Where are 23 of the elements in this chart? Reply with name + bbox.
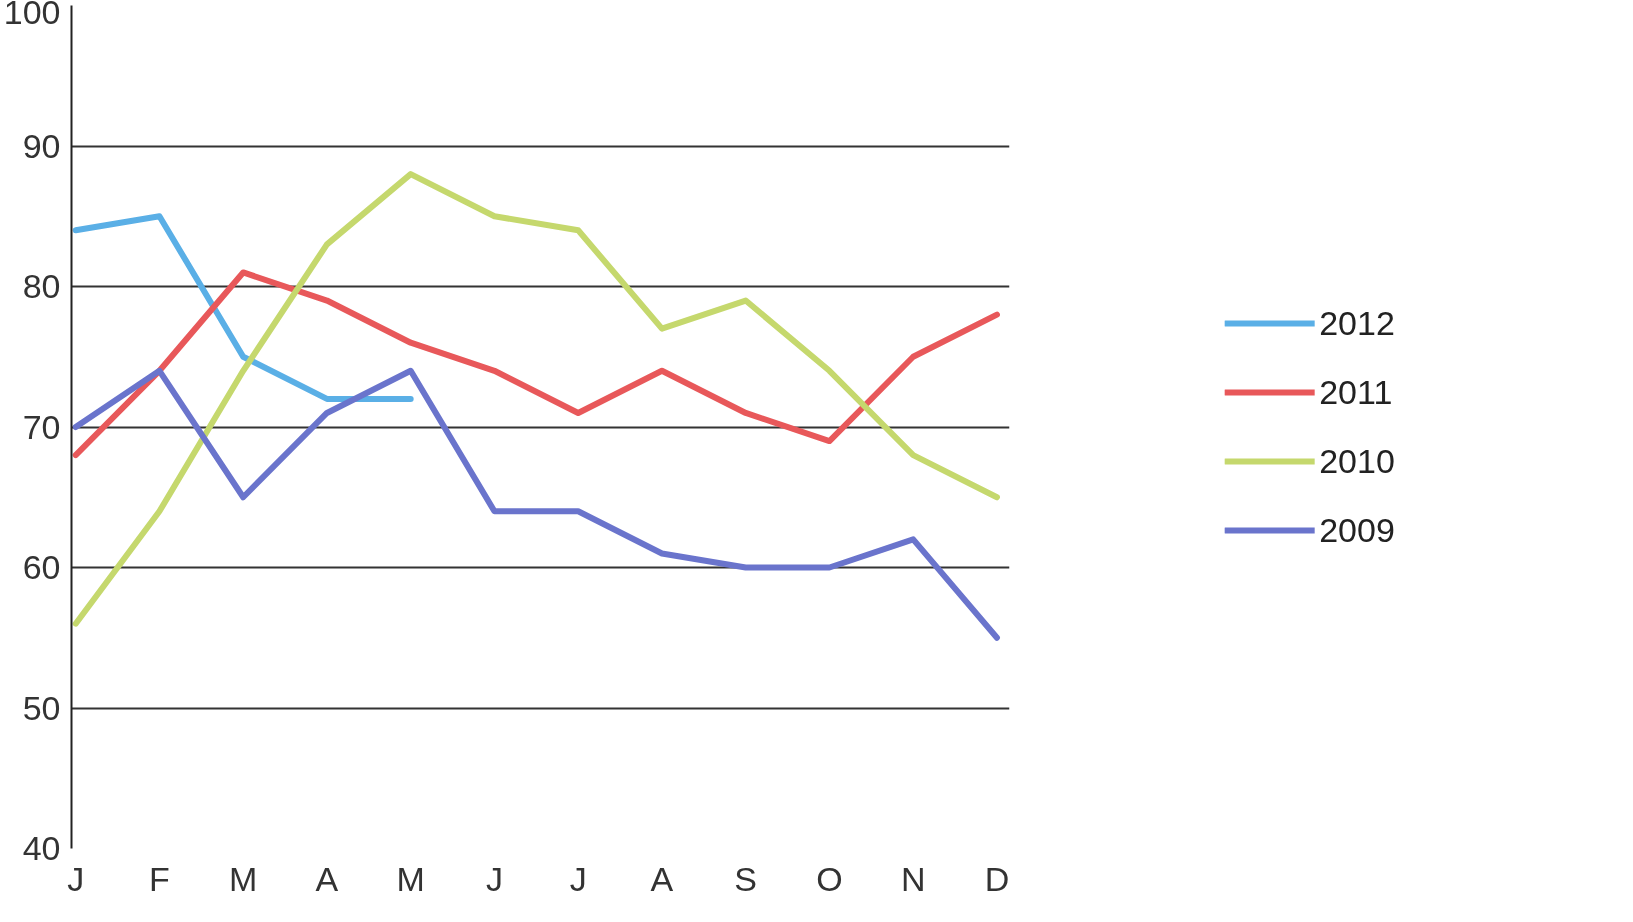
x-tick-label: M: [229, 859, 258, 898]
x-tick-label: F: [149, 859, 170, 898]
x-tick-label: N: [900, 859, 926, 898]
y-tick-label: 100: [3, 0, 61, 31]
y-tick-label: 40: [22, 829, 61, 867]
x-tick-label: A: [315, 859, 339, 898]
x-tick-label: J: [569, 859, 587, 898]
y-tick-label: 50: [22, 688, 61, 727]
legend-label: 2010: [1319, 441, 1395, 481]
legend-label: 2009: [1319, 510, 1395, 550]
y-tick-label: 80: [22, 267, 61, 305]
x-tick-label: M: [396, 859, 425, 898]
x-tick-label: A: [650, 859, 674, 898]
x-tick-label: J: [485, 859, 503, 898]
y-tick-label: 90: [22, 126, 61, 165]
legend-label: 2012: [1319, 303, 1395, 343]
y-tick-label: 70: [22, 407, 61, 446]
legend-label: 2011: [1319, 372, 1393, 412]
x-tick-label: D: [984, 859, 1010, 898]
x-tick-label: O: [816, 859, 843, 898]
y-tick-label: 60: [22, 548, 61, 586]
x-tick-label: J: [67, 859, 85, 898]
x-tick-label: S: [734, 859, 758, 898]
